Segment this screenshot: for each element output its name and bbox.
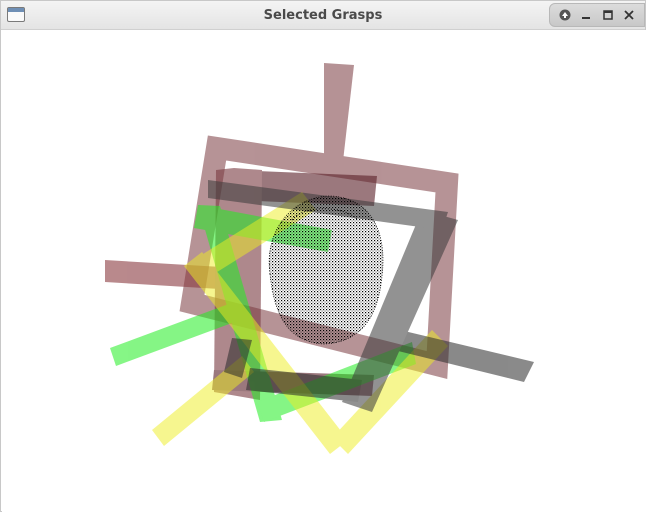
minimize-icon[interactable] (577, 6, 595, 24)
maximize-icon[interactable] (599, 6, 617, 24)
close-icon[interactable] (620, 6, 638, 24)
3d-viewport[interactable] (2, 30, 646, 512)
grasp-brown-frame (179, 63, 459, 379)
grasp-yellow (152, 192, 448, 454)
window-icon[interactable] (7, 7, 25, 22)
arrow-up-icon[interactable] (556, 6, 574, 24)
window-controls (549, 3, 645, 27)
grasp-scene (105, 63, 534, 454)
point-cloud-object (268, 195, 384, 345)
window-title: Selected Grasps (263, 8, 383, 23)
title-bar[interactable]: Selected Grasps (1, 1, 645, 30)
